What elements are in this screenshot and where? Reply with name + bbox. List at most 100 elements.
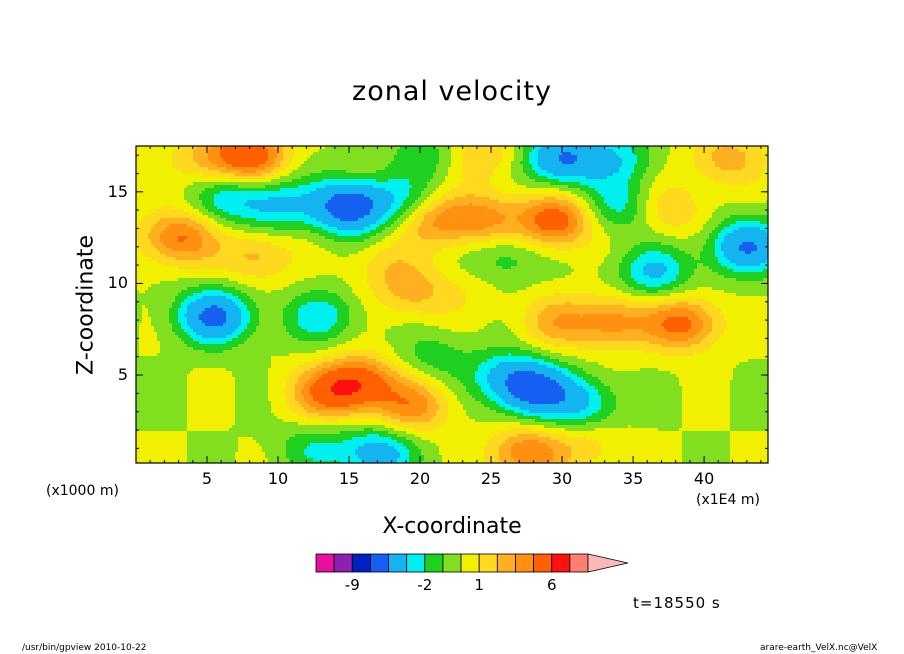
field-cell [394,167,397,170]
field-cell [346,185,349,188]
field-cell [757,179,760,182]
field-cell [424,176,427,179]
field-cell [607,173,610,176]
field-cell [655,206,658,209]
field-cell [547,155,550,158]
field-cell [316,197,319,200]
field-cell [574,176,577,179]
field-cell [559,173,562,176]
field-cell [433,191,436,194]
field-cell [250,155,253,158]
field-cell [217,173,220,176]
field-cell [553,176,556,179]
field-cell [277,176,280,179]
field-cell [649,170,652,173]
field-cell [265,170,268,173]
field-cell [172,191,175,194]
field-cell [574,155,577,158]
field-cell [586,173,589,176]
field-cell [442,209,445,212]
field-cell [523,206,526,209]
field-cell [226,188,229,191]
field-cell [550,161,553,164]
field-cell [634,188,637,191]
field-cell [196,164,199,167]
field-cell [211,194,214,197]
field-cell [325,152,328,155]
field-cell [280,203,283,206]
field-cell [700,206,703,209]
field-cell [748,188,751,191]
field-cell [655,188,658,191]
field-cell [235,182,238,185]
field-cell [535,164,538,167]
field-cell [220,191,223,194]
field-cell [628,158,631,161]
field-cell [595,209,598,212]
field-cell [745,170,748,173]
field-cell [349,212,352,215]
field-cell [757,200,760,203]
field-cell [541,179,544,182]
field-cell [631,191,634,194]
field-cell [469,167,472,170]
field-cell [523,149,526,152]
field-cell [619,206,622,209]
field-cell [256,194,259,197]
field-cell [493,194,496,197]
field-cell [715,179,718,182]
field-cell [610,197,613,200]
field-cell [658,179,661,182]
field-cell [154,212,157,215]
field-cell [373,170,376,173]
field-cell [286,161,289,164]
field-cell [217,164,220,167]
field-cell [592,161,595,164]
field-cell [709,149,712,152]
field-cell [748,203,751,206]
field-cell [697,191,700,194]
field-cell [679,161,682,164]
field-cell [196,215,199,218]
field-cell [274,155,277,158]
field-cell [601,194,604,197]
field-cell [526,173,529,176]
field-cell [733,209,736,212]
field-cell [742,167,745,170]
field-cell [568,149,571,152]
field-cell [535,191,538,194]
field-cell [535,212,538,215]
field-cell [235,200,238,203]
field-cell [655,179,658,182]
field-cell [139,176,142,179]
field-cell [610,152,613,155]
field-cell [556,203,559,206]
field-cell [445,197,448,200]
field-cell [154,197,157,200]
field-cell [736,164,739,167]
field-cell [637,209,640,212]
field-cell [328,158,331,161]
field-cell [289,206,292,209]
field-cell [283,149,286,152]
field-cell [205,194,208,197]
field-cell [742,158,745,161]
field-cell [718,200,721,203]
field-cell [484,212,487,215]
field-cell [340,206,343,209]
field-cell [478,200,481,203]
field-cell [757,185,760,188]
field-cell [244,182,247,185]
field-cell [163,194,166,197]
field-cell [634,164,637,167]
field-cell [619,209,622,212]
field-cell [235,203,238,206]
field-cell [562,215,565,218]
field-cell [214,209,217,212]
field-cell [469,182,472,185]
field-cell [487,197,490,200]
field-cell [385,209,388,212]
field-cell [409,200,412,203]
field-cell [559,155,562,158]
field-cell [523,197,526,200]
